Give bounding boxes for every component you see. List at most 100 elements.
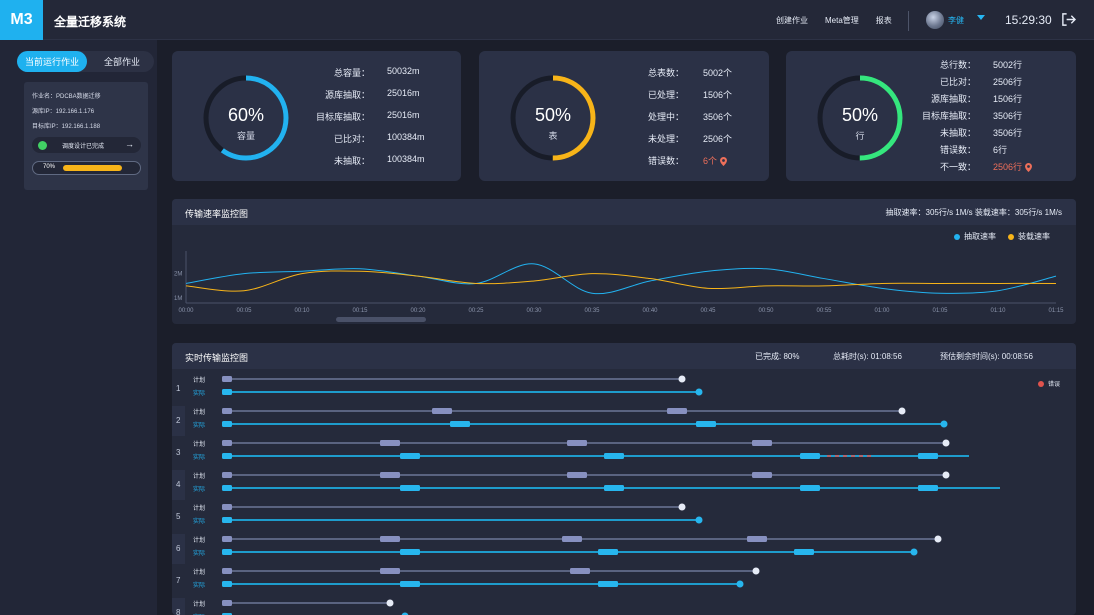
stat-value-text: 5002个 xyxy=(703,68,733,78)
actual-marker[interactable] xyxy=(400,549,420,555)
actual-marker[interactable] xyxy=(222,389,232,395)
row-number-cell xyxy=(172,502,185,532)
plan-marker[interactable] xyxy=(222,600,232,606)
plan-marker[interactable] xyxy=(380,440,400,446)
actual-marker[interactable] xyxy=(400,485,420,491)
tab-all-jobs[interactable]: 全部作业 xyxy=(103,57,140,67)
plan-end-marker[interactable] xyxy=(678,503,686,511)
stat-value-text: 1506行 xyxy=(993,94,1023,104)
rate-panel-header: 传输速率监控图 抽取速率：305行/s 1M/s 装载速率：305行/s 1M/… xyxy=(172,199,1076,225)
actual-marker[interactable] xyxy=(800,485,820,491)
plan-marker[interactable] xyxy=(222,376,232,382)
plan-marker[interactable] xyxy=(567,440,587,446)
plan-marker[interactable] xyxy=(570,568,590,574)
plan-marker[interactable] xyxy=(432,408,452,414)
row-number-cell xyxy=(172,598,185,615)
stat-label: 目标库抽取： xyxy=(921,111,976,121)
actual-marker[interactable] xyxy=(918,453,938,459)
actual-marker[interactable] xyxy=(918,485,938,491)
actual-marker[interactable] xyxy=(222,581,232,587)
plan-marker[interactable] xyxy=(752,440,772,446)
tab-running-jobs[interactable]: 当前运行作业 xyxy=(17,51,87,72)
job-card[interactable]: 作业名：PDCBA数据迁移 源库IP：192.166.1.176 目标库IP：1… xyxy=(24,82,148,190)
stat-value: 5002行 xyxy=(993,58,1022,71)
rate-panel-title: 传输速率监控图 xyxy=(185,209,249,219)
plan-end-marker[interactable] xyxy=(386,599,394,607)
actual-marker[interactable] xyxy=(222,421,232,427)
stat-value: 2506个 xyxy=(703,132,732,145)
job-progress-label: 70% xyxy=(43,164,56,170)
plan-marker[interactable] xyxy=(222,568,232,574)
x-tick-label: 00:55 xyxy=(816,308,832,314)
plan-label: 计划 xyxy=(193,600,205,608)
plan-end-marker[interactable] xyxy=(898,407,906,415)
row-number: 3 xyxy=(176,448,181,457)
plan-marker[interactable] xyxy=(752,472,772,478)
plan-label: 计划 xyxy=(193,376,205,384)
stat-value-text: 100384m xyxy=(387,154,425,164)
nav-report[interactable]: 报表 xyxy=(875,16,892,25)
plan-marker[interactable] xyxy=(667,408,687,414)
plan-marker[interactable] xyxy=(222,504,232,510)
actual-marker[interactable] xyxy=(222,517,232,523)
check-icon xyxy=(38,141,47,150)
plan-end-marker[interactable] xyxy=(942,439,950,447)
job-status[interactable]: 调度设计已完成 → xyxy=(32,137,141,153)
plan-marker[interactable] xyxy=(222,472,232,478)
user-name[interactable]: 李健 xyxy=(948,16,964,25)
actual-label: 实际 xyxy=(193,485,205,493)
plan-marker[interactable] xyxy=(380,472,400,478)
logout-icon[interactable] xyxy=(1061,12,1076,27)
avatar[interactable] xyxy=(926,11,944,29)
table-percent: 50% xyxy=(534,105,572,125)
actual-marker[interactable] xyxy=(794,549,814,555)
stat-label: 总容量： xyxy=(333,68,370,78)
x-tick-label: 00:10 xyxy=(294,308,310,314)
plan-marker[interactable] xyxy=(562,536,582,542)
nav-meta-manage[interactable]: Meta管理 xyxy=(825,16,859,25)
actual-marker[interactable] xyxy=(222,453,232,459)
actual-end-marker[interactable] xyxy=(695,388,703,396)
job-progress-bar: 70% xyxy=(32,161,141,175)
plan-end-marker[interactable] xyxy=(942,471,950,479)
chevron-down-icon[interactable] xyxy=(977,15,985,20)
actual-marker[interactable] xyxy=(598,549,618,555)
arrow-right-icon[interactable]: → xyxy=(125,139,134,149)
clock: 15:29:30 xyxy=(1005,13,1052,27)
app-logo[interactable]: M3 xyxy=(0,0,43,40)
actual-marker[interactable] xyxy=(400,453,420,459)
chart-scrollbar[interactable] xyxy=(336,317,426,322)
plan-marker[interactable] xyxy=(222,440,232,446)
x-tick-label: 00:40 xyxy=(642,308,658,314)
actual-marker[interactable] xyxy=(800,453,820,459)
plan-marker[interactable] xyxy=(380,536,400,542)
plan-end-marker[interactable] xyxy=(934,535,942,543)
table-card: 50% 表 总表数： 5002个 已处理： 1506个 处理中： 3506个 未处理： 250… xyxy=(479,51,769,181)
location-pin-icon[interactable] xyxy=(720,157,727,167)
actual-marker[interactable] xyxy=(598,581,618,587)
plan-marker[interactable] xyxy=(222,408,232,414)
actual-end-marker[interactable] xyxy=(695,516,703,524)
actual-marker[interactable] xyxy=(604,453,624,459)
plan-label: 计划 xyxy=(193,408,205,416)
actual-end-marker[interactable] xyxy=(736,580,744,588)
x-tick-label: 00:30 xyxy=(526,308,542,314)
nav-create-job[interactable]: 创建作业 xyxy=(776,16,808,25)
actual-end-marker[interactable] xyxy=(401,612,409,615)
actual-marker[interactable] xyxy=(450,421,470,427)
actual-marker[interactable] xyxy=(696,421,716,427)
plan-end-marker[interactable] xyxy=(752,567,760,575)
plan-marker[interactable] xyxy=(380,568,400,574)
plan-marker[interactable] xyxy=(222,536,232,542)
actual-marker[interactable] xyxy=(222,485,232,491)
plan-marker[interactable] xyxy=(567,472,587,478)
actual-end-marker[interactable] xyxy=(940,420,948,428)
plan-end-marker[interactable] xyxy=(678,375,686,383)
actual-marker[interactable] xyxy=(400,581,420,587)
actual-end-marker[interactable] xyxy=(910,548,918,556)
location-pin-icon[interactable] xyxy=(1025,163,1032,173)
actual-marker[interactable] xyxy=(604,485,624,491)
plan-marker[interactable] xyxy=(747,536,767,542)
actual-marker[interactable] xyxy=(222,549,232,555)
series-line-0 xyxy=(185,263,1057,295)
